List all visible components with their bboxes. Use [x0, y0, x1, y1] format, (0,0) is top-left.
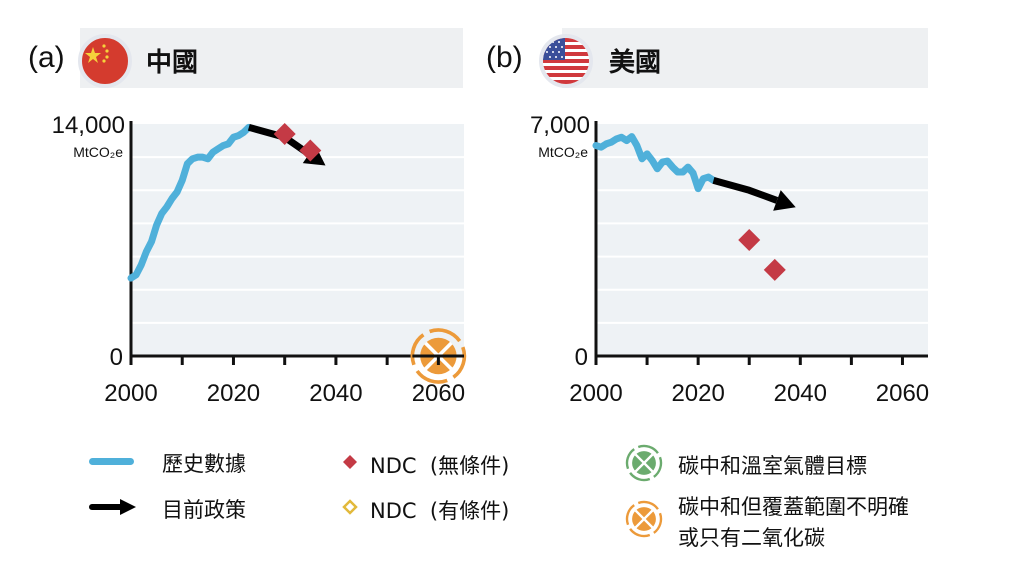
china-plot-area — [131, 124, 464, 356]
china-x-tick-label: 2040 — [309, 380, 362, 407]
usa-y-tick-label: 0 — [575, 344, 588, 371]
china-historical-line — [127, 123, 253, 282]
usa-x-tick-label: 2060 — [876, 380, 929, 407]
legend-policy-arrow-icon — [89, 499, 136, 515]
legend-net-zero-unclear-icon — [625, 500, 663, 538]
legend-policy-label: 目前政策 — [162, 498, 246, 522]
china-emissions-chart: 2000 2020 2040 2060 0 14,000 MtCO₂e — [52, 112, 467, 407]
china-y-unit-label: MtCO₂e — [73, 144, 123, 160]
panel-b-header-bar — [562, 28, 928, 88]
usa-y-tick-label: 7,000 — [530, 112, 590, 139]
panel-b-country: 美國 — [609, 48, 662, 78]
china-flag-icon — [78, 34, 132, 88]
usa-x-tick-label: 2020 — [671, 380, 724, 407]
usa-x-tick-label: 2040 — [774, 380, 827, 407]
usa-flag-icon — [539, 34, 593, 88]
legend-historical-label: 歷史數據 — [162, 452, 246, 476]
panel-a-label: (a) — [28, 41, 65, 74]
usa-policy-line — [712, 176, 779, 204]
china-x-tick-label: 2060 — [412, 380, 465, 407]
usa-emissions-chart: 2000 2020 2040 2060 0 7,000 MtCO₂e — [530, 112, 929, 407]
usa-y-unit-label: MtCO₂e — [538, 144, 588, 160]
china-ndc-unconditional-marker — [299, 139, 322, 162]
usa-historical-line — [592, 133, 717, 193]
net-zero-ghg-icon — [625, 444, 663, 482]
legend-ndc-conditional-label: NDC (有條件) — [370, 499, 510, 523]
legend-ndc-conditional-icon — [342, 499, 358, 515]
china-y-tick-label: 0 — [110, 344, 123, 371]
legend-net-zero-ghg-icon — [625, 444, 663, 482]
panel-a-country: 中國 — [146, 48, 199, 78]
legend-ndc-unconditional-icon — [343, 455, 357, 469]
usa-ndc-unconditional-marker — [738, 229, 761, 251]
panel-b-label: (b) — [486, 41, 523, 74]
china-y-tick-label: 14,000 — [52, 112, 125, 139]
legend-net-zero-unclear-label-2: 或只有二氧化碳 — [678, 526, 825, 550]
legend-ndc-unconditional-label: NDC (無條件) — [370, 454, 510, 478]
china-x-tick-label: 2000 — [104, 380, 157, 407]
legend-historical-swatch — [89, 458, 134, 465]
net-zero-unclear-icon — [625, 500, 663, 538]
legend-net-zero-unclear-label-1: 碳中和但覆蓋範圍不明確 — [678, 495, 909, 519]
legend-net-zero-ghg-label: 碳中和溫室氣體目標 — [678, 454, 867, 478]
usa-ndc-unconditional-marker — [763, 258, 786, 281]
usa-x-tick-label: 2000 — [569, 380, 622, 407]
china-x-tick-label: 2020 — [207, 380, 260, 407]
usa-policy-arrowhead — [773, 190, 796, 211]
panel-a-header-bar — [80, 28, 463, 88]
china-ndc-unconditional-marker — [273, 122, 296, 145]
